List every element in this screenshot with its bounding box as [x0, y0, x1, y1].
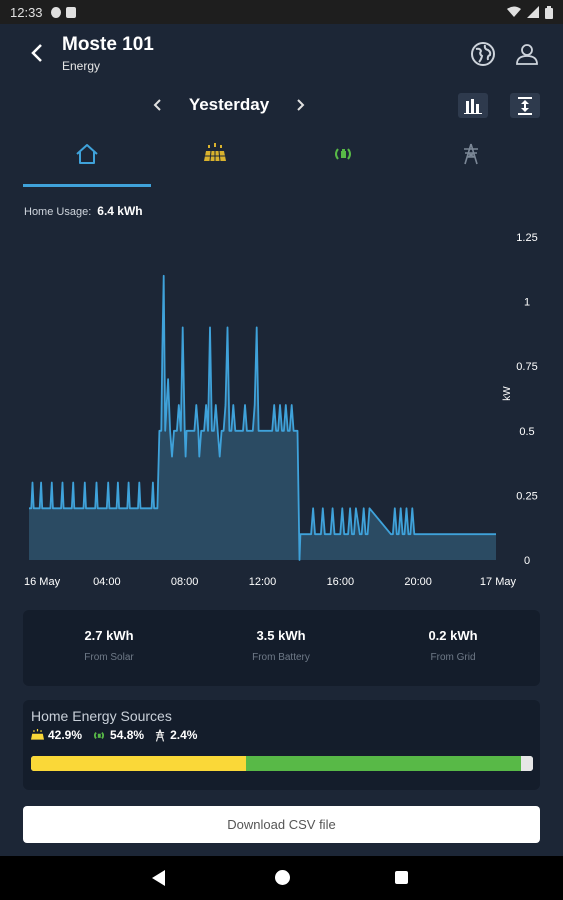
power-chart-svg: 0 0.25 0.5 0.75 1 1.25 kW 16 May 04:00 08:00 12:00…: [24, 232, 538, 588]
clipboard-icon: [65, 6, 76, 18]
tab-home[interactable]: [23, 135, 151, 185]
summary-solar-value: 2.7 kWh: [84, 628, 134, 643]
sources-bar-battery: [246, 756, 521, 771]
battery-cycle-icon: [335, 148, 351, 160]
scale-toggle-button[interactable]: [510, 93, 540, 118]
grid-tower-icon: [464, 143, 478, 165]
solar-panel-icon: [204, 143, 226, 162]
y-tick-label: 1: [524, 297, 530, 309]
summary-grid: 0.2 kWh From Grid: [367, 628, 539, 663]
status-time: 12:33: [10, 4, 43, 20]
solar-panel-icon: [31, 728, 44, 740]
summary-solar-label: From Solar: [84, 652, 134, 663]
tab-solar[interactable]: [151, 135, 279, 185]
date-label: Yesterday: [188, 95, 270, 114]
summary-solar: 2.7 kWh From Solar: [23, 628, 195, 663]
chevron-right-icon: [297, 99, 305, 111]
x-tick-label: 12:00: [249, 576, 277, 588]
notification-icon: [50, 6, 61, 18]
y-tick-label: 0: [524, 555, 530, 567]
bar-chart-toggle-button[interactable]: [458, 93, 488, 118]
system-navigation-bar: [0, 856, 563, 900]
page-title: Moste 101: [62, 34, 154, 55]
legend-solar: 42.9%: [31, 728, 82, 742]
date-navigation: Yesterday: [0, 90, 563, 120]
grid-tower-icon: [155, 728, 165, 742]
download-csv-button[interactable]: Download CSV file: [23, 806, 540, 843]
y-tick-label: 0.75: [516, 361, 537, 373]
vertical-expand-icon: [518, 96, 532, 115]
nav-home-icon[interactable]: [275, 870, 290, 885]
next-day-button[interactable]: [290, 94, 310, 116]
tab-battery[interactable]: [279, 135, 407, 185]
bar-chart-icon: [464, 98, 482, 114]
y-axis-label: kW: [502, 386, 513, 401]
sources-title: Home Energy Sources: [31, 708, 172, 724]
energy-tabs: [23, 135, 535, 189]
active-tab-indicator: [23, 184, 151, 187]
x-tick-label: 16 May: [24, 576, 61, 588]
nav-back-icon[interactable]: [152, 870, 166, 886]
home-energy-sources-card: Home Energy Sources 42.9% 54.8% 2.4%: [23, 700, 540, 790]
sources-bar-grid: [520, 756, 533, 771]
home-usage: Home Usage: 6.4 kWh: [24, 204, 143, 218]
app-header: Moste 101 Energy: [0, 24, 563, 84]
sources-bar-solar: [31, 756, 247, 771]
signal-icon: [527, 6, 539, 18]
page-subtitle: Energy: [62, 59, 101, 73]
y-tick-label: 0.25: [516, 490, 537, 502]
home-usage-value: 6.4 kWh: [97, 204, 143, 218]
usage-area: [29, 275, 496, 560]
legend-solar-pct: 42.9%: [48, 728, 83, 742]
nav-recent-apps-icon[interactable]: [395, 871, 408, 884]
tab-grid[interactable]: [407, 135, 535, 185]
summary-battery-value: 3.5 kWh: [256, 628, 306, 643]
legend-battery: 54.8%: [92, 728, 144, 742]
x-tick-label: 17 May: [480, 576, 517, 588]
x-tick-label: 08:00: [171, 576, 199, 588]
sources-bar: [31, 756, 533, 771]
power-chart: 0 0.25 0.5 0.75 1 1.25 kW 16 May 04:00 08:00 12:00…: [0, 225, 563, 595]
globe-icon: [471, 42, 495, 66]
legend-grid-pct: 2.4%: [170, 728, 198, 742]
legend-battery-pct: 54.8%: [110, 728, 145, 742]
energy-summary-card: 2.7 kWh From Solar 3.5 kWh From Battery …: [23, 610, 540, 686]
y-tick-label: 1.25: [516, 232, 537, 244]
home-icon: [76, 144, 98, 164]
x-tick-label: 16:00: [327, 576, 355, 588]
summary-battery: 3.5 kWh From Battery: [195, 628, 367, 663]
user-icon: [516, 44, 538, 65]
x-tick-label: 04:00: [93, 576, 121, 588]
legend-grid: 2.4%: [154, 728, 197, 742]
wifi-icon: [507, 6, 521, 17]
summary-grid-value: 0.2 kWh: [428, 628, 478, 643]
back-arrow-icon: [31, 44, 42, 62]
battery-icon: [545, 5, 553, 19]
sources-legend: 42.9% 54.8% 2.4%: [31, 728, 207, 742]
back-button[interactable]: [24, 40, 50, 66]
y-tick-label: 0.5: [519, 426, 534, 438]
globe-button[interactable]: [470, 41, 496, 67]
usage-line: [29, 274, 496, 561]
home-usage-label: Home Usage:: [24, 206, 92, 218]
summary-grid-label: From Grid: [430, 652, 476, 663]
previous-day-button[interactable]: [148, 94, 168, 116]
user-button[interactable]: [514, 41, 540, 67]
chevron-left-icon: [153, 99, 161, 111]
summary-battery-label: From Battery: [252, 652, 310, 663]
x-tick-label: 20:00: [404, 576, 432, 588]
status-bar: 12:33: [0, 0, 563, 24]
battery-cycle-icon: [94, 731, 105, 739]
